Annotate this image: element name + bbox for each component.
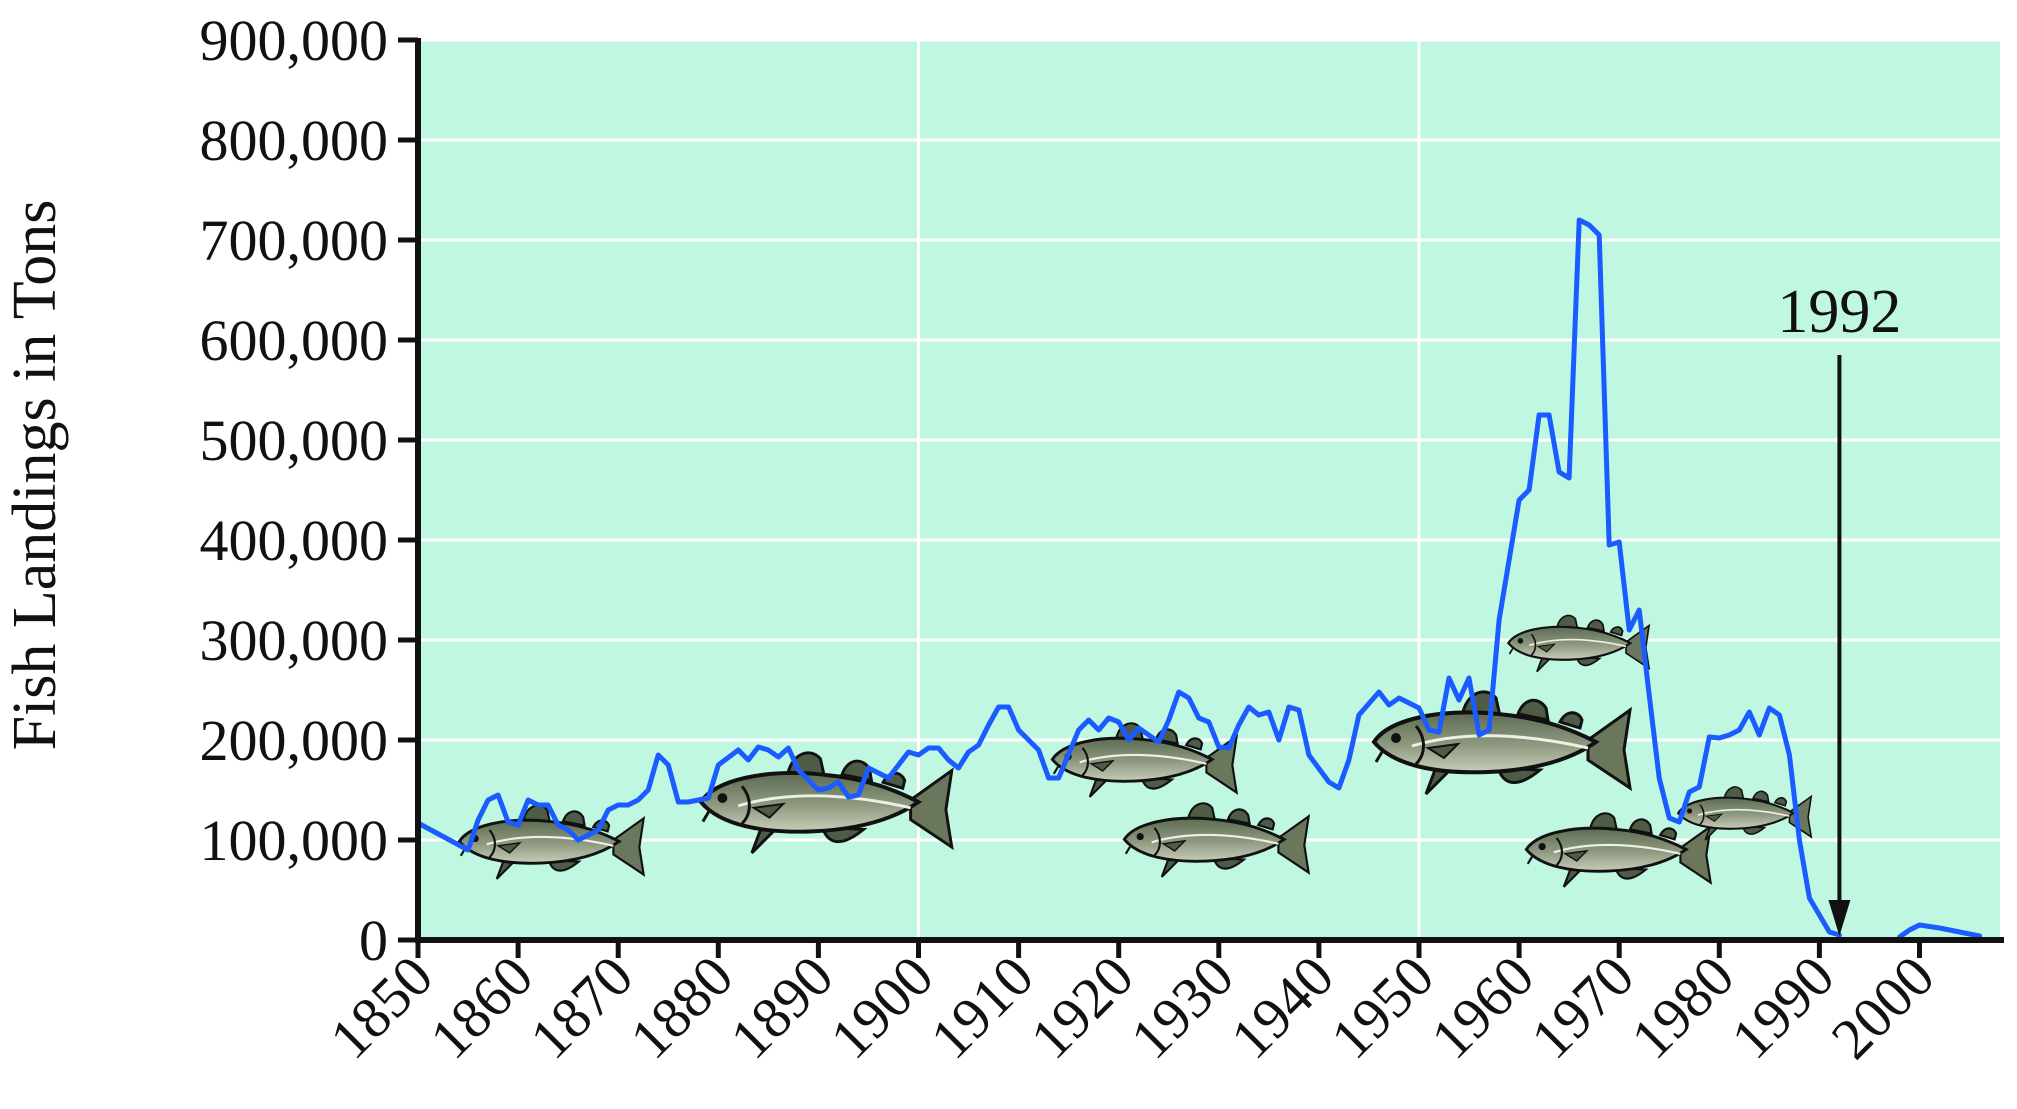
x-tick-label: 1970 [1518,943,1646,1071]
x-tick-label: 1990 [1719,943,1847,1071]
series-line [415,217,1983,940]
y-axis-title: Fish Landings in Tons [1,200,69,751]
x-tick-label: 1940 [1218,943,1346,1071]
y-tick-label: 800,000 [200,108,389,173]
x-tick-label: 1980 [1619,943,1747,1071]
annotation-1992: 1992 [1777,278,1901,936]
y-tick-label: 0 [359,908,388,973]
x-tick-label: 1900 [818,943,946,1071]
x-tick-label: 1890 [718,943,846,1071]
y-tick-label: 700,000 [200,208,389,273]
y-tick-label: 500,000 [200,408,389,473]
x-tick-label: 1950 [1318,943,1446,1071]
x-tick-label: 1860 [417,943,545,1071]
y-tick-label: 900,000 [200,8,389,73]
x-tick-label: 1920 [1018,943,1146,1071]
x-tick-label: 1960 [1418,943,1546,1071]
y-tick-label: 400,000 [200,508,389,573]
x-tick-label: 1910 [918,943,1046,1071]
y-tick-label: 600,000 [200,308,389,373]
x-tick-label: 1930 [1118,943,1246,1071]
y-tick-label: 200,000 [200,708,389,773]
x-tick-label: 1880 [618,943,746,1071]
annotation-arrowhead [1828,900,1851,936]
x-tick-label: 2000 [1819,943,1947,1071]
annotation-label: 1992 [1777,278,1901,346]
y-tick-label: 300,000 [200,608,389,673]
x-tick-label: 1850 [317,943,445,1071]
x-tick-label: 1870 [517,943,645,1071]
y-tick-label: 100,000 [200,808,389,873]
